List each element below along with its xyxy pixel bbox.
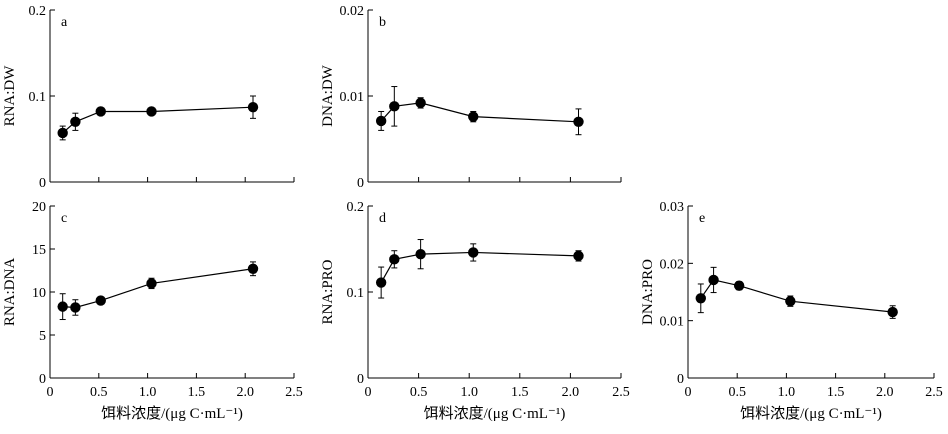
panel-b-data-point [375, 115, 387, 127]
panel-a-data-point [70, 116, 81, 128]
panel-d-y-tick-label: 0.2 [347, 200, 365, 215]
panel-a-data-point [247, 101, 259, 113]
panel-e-data-point [887, 306, 898, 318]
panel-c-x-tick-label: 0.5 [90, 385, 108, 400]
panel-a-y-tick-label: 0.2 [29, 4, 47, 19]
panel-c-y-tick-label: 0 [39, 372, 46, 387]
panel-e-x-tick-label: 0 [685, 385, 692, 400]
panel-e-series-line [700, 279, 893, 313]
panel-d-x-tick-label: 0.5 [410, 385, 428, 400]
panel-e-x-tick-label: 2.5 [925, 385, 943, 400]
panel-c-y-tick-label: 10 [32, 286, 46, 301]
panel-a-letter: a [61, 15, 68, 30]
panel-a: 0 0.1 0.2 a RNA:DW [2, 4, 295, 191]
panel-d-data-point [415, 248, 426, 260]
panel-a-series-line [62, 106, 254, 134]
panel-d: 0 0.1 0.2 0 0.5 1.0 1.5 2.0 2.5 d RNA:PRO 饵料浓度/(μg … [320, 200, 630, 422]
panel-b-data-point [573, 116, 584, 128]
panel-b-data-point [389, 101, 400, 112]
panel-d-x-tick-label: 0 [365, 385, 372, 400]
panel-c-data-point [95, 295, 106, 306]
panel-b: 0 0.01 0.02 b DNA:DW [320, 4, 622, 191]
panel-c-data-point [57, 301, 68, 312]
panel-e-x-tick-label: 0.5 [728, 385, 746, 400]
panel-d-y-tick-label: 0.1 [347, 286, 365, 301]
panel-d-data-point [389, 254, 400, 265]
panel-a-data-point [95, 106, 106, 117]
panel-c-y-tick-label: 15 [32, 243, 46, 258]
panel-b-data-point [468, 111, 479, 122]
panel-d-xlabel: 饵料浓度/(μg C·mL⁻¹) [424, 405, 566, 422]
panel-a-data-point [57, 127, 68, 139]
panel-e-x-tick-label: 1.0 [778, 385, 796, 400]
panel-e-data-point [785, 295, 796, 307]
panel-c-ylabel: RNA:DNA [2, 258, 18, 327]
panel-c-x-tick-label: 1.5 [188, 385, 206, 400]
panel-e-data-point [708, 274, 719, 286]
panel-b-y-tick-label: 0 [357, 176, 364, 191]
panel-e-xlabel: 饵料浓度/(μg C·mL⁻¹) [740, 405, 882, 422]
panel-b-letter: b [379, 15, 386, 30]
panel-c-data-point [70, 302, 81, 313]
panel-d-y-tick-label: 0 [357, 372, 364, 387]
panel-d-data-point [468, 247, 479, 258]
panel-c-data-point [146, 278, 157, 289]
panel-c-data-point [247, 263, 259, 274]
panel-a-ylabel: RNA:DW [2, 65, 18, 127]
panel-c-series-line [62, 268, 254, 309]
panel-c: 0 5 10 15 20 0 0.5 1.0 1.5 2.0 2.5 c RNA:DNA 饵料浓度/(μg… [2, 200, 303, 422]
panel-d-x-tick-label: 1.0 [460, 385, 478, 400]
panel-c-x-tick-label: 0 [47, 385, 54, 400]
panel-d-ylabel: RNA:PRO [320, 259, 336, 324]
panel-b-ylabel: DNA:DW [320, 64, 336, 126]
panel-e-y-tick-label: 0.01 [660, 315, 685, 330]
panel-e-data-point [733, 280, 745, 291]
panel-d-x-tick-label: 2.0 [562, 385, 580, 400]
panel-b-y-tick-label: 0.01 [340, 90, 365, 105]
panel-d-data-point [375, 277, 387, 288]
panel-d-x-tick-label: 1.5 [511, 385, 529, 400]
panel-c-y-tick-label: 5 [39, 329, 46, 344]
panel-c-x-tick-label: 1.0 [139, 385, 157, 400]
panel-e-x-tick-label: 1.5 [827, 385, 845, 400]
panel-d-x-tick-label: 2.5 [612, 385, 630, 400]
panel-d-letter: d [379, 211, 386, 226]
panel-e-letter: e [699, 211, 705, 226]
panel-b-y-tick-label: 0.02 [340, 4, 365, 19]
panel-e-y-tick-label: 0.03 [660, 200, 685, 215]
panel-e-data-point [695, 293, 706, 304]
panel-c-x-tick-label: 2.5 [285, 385, 303, 400]
panel-c-y-tick-label: 20 [32, 200, 46, 215]
panel-e-ylabel: DNA:PRO [640, 259, 656, 325]
panel-d-data-point [573, 250, 584, 262]
panel-c-x-tick-label: 2.0 [236, 385, 254, 400]
panel-e-y-tick-label: 0 [677, 372, 684, 387]
panel-a-y-tick-label: 0 [39, 176, 46, 191]
panel-e-y-tick-label: 0.02 [660, 257, 685, 272]
panel-b-data-point [415, 97, 426, 109]
panel-e: 0 0.01 0.02 0.03 0 0.5 1.0 1.5 2.0 2.5 e DNA:PRO 饵料浓… [640, 200, 943, 422]
panel-d-series-line [380, 251, 579, 283]
panel-e-x-tick-label: 2.0 [876, 385, 894, 400]
panel-b-series-line [380, 102, 579, 123]
panel-c-xlabel: 饵料浓度/(μg C·mL⁻¹) [101, 405, 243, 422]
panel-a-y-tick-label: 0.1 [29, 90, 47, 105]
panel-a-data-point [146, 106, 157, 117]
panel-c-letter: c [61, 211, 67, 226]
